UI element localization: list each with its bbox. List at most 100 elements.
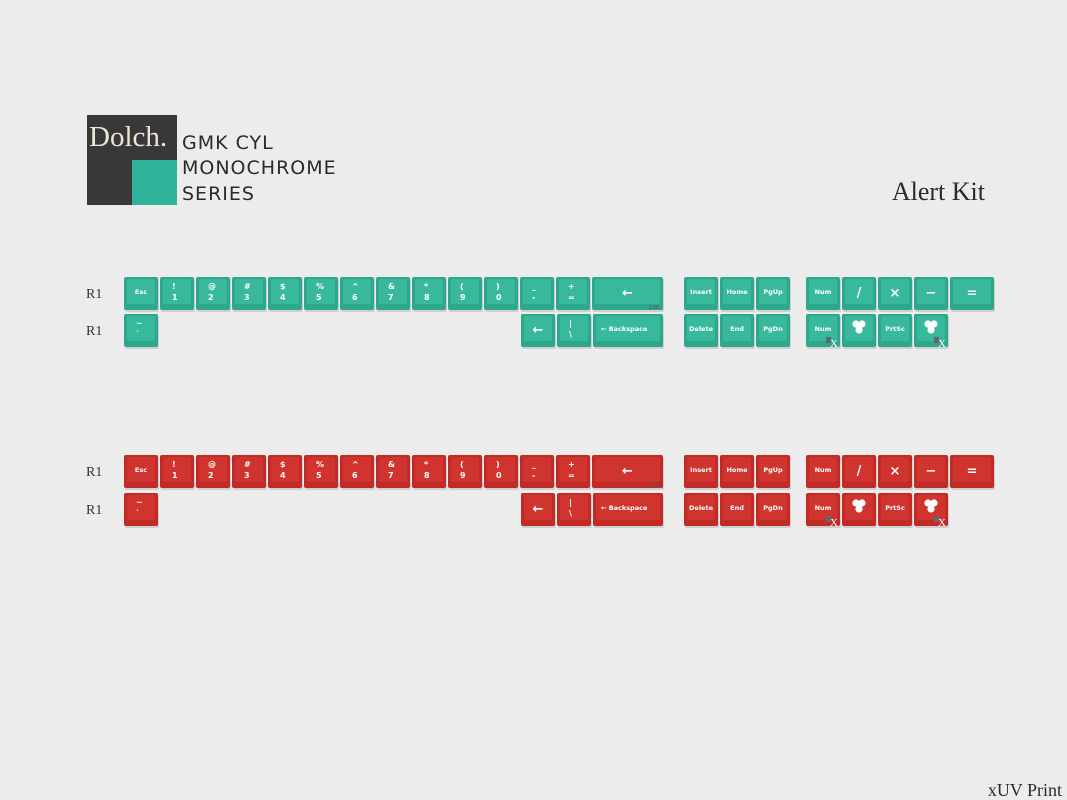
key-legend: PrtSc — [885, 325, 905, 333]
key-legend: Delete — [689, 504, 714, 512]
key-legend: Esc — [135, 288, 147, 296]
key-icon — [855, 505, 863, 513]
row-label: R1 — [86, 465, 102, 480]
keycap-top — [881, 457, 909, 482]
key-legend-bottom: ` — [136, 508, 140, 518]
keycap-top — [451, 457, 479, 482]
keycap-top — [560, 316, 588, 341]
key-legend-bottom: 8 — [424, 293, 430, 302]
key-legend: Insert — [690, 466, 712, 474]
key-icon — [855, 326, 863, 334]
keycap-top — [881, 495, 909, 520]
keycap-top — [759, 495, 787, 520]
keycap-top — [415, 457, 443, 482]
keycap-top — [596, 316, 660, 341]
key-legend: ← Backspace — [601, 325, 648, 333]
key-legend: PgDn — [763, 504, 783, 512]
keycap-top — [379, 279, 407, 304]
key-legend-top: ! — [172, 282, 176, 291]
keycap-top — [235, 279, 263, 304]
keycap-top — [343, 279, 371, 304]
key-sub: X — [830, 338, 838, 350]
key-sub: X — [938, 338, 946, 350]
key-legend: ← Backspace — [601, 504, 648, 512]
key-icon — [927, 326, 935, 334]
keycap-top — [809, 457, 837, 482]
keycap-top — [235, 457, 263, 482]
keycap-top — [523, 457, 551, 482]
keycap-top — [881, 279, 909, 304]
key-legend-bottom: - — [532, 471, 535, 480]
key-legend-bottom: 1 — [172, 293, 178, 302]
key-legend-bottom: \ — [569, 509, 572, 518]
keycap-top — [307, 457, 335, 482]
key-legend-top: ) — [496, 282, 500, 291]
key-legend: = — [967, 464, 978, 479]
key-legend-top: ( — [460, 460, 464, 469]
key-legend: End — [730, 504, 744, 512]
key-icon — [852, 499, 860, 507]
key-legend-top: ! — [172, 460, 176, 469]
keycap-top — [723, 316, 751, 341]
keycap-top — [845, 279, 873, 304]
key-legend-top: % — [316, 460, 324, 469]
sub-marker — [826, 516, 831, 522]
keycap-top — [451, 279, 479, 304]
key-legend-top: % — [316, 282, 324, 291]
key-legend-top: _ — [532, 460, 536, 469]
key-legend-bottom: 9 — [460, 471, 466, 480]
key-legend-bottom: 5 — [316, 293, 322, 302]
key-legend-bottom: 0 — [496, 471, 502, 480]
keycap-top — [379, 457, 407, 482]
keycap-top — [687, 316, 715, 341]
key-legend: Num — [815, 288, 832, 296]
key-legend: − — [926, 286, 937, 301]
keycap-top — [415, 279, 443, 304]
key-legend: Home — [726, 288, 748, 296]
keycap-top — [881, 316, 909, 341]
key-legend-bottom: 7 — [388, 293, 394, 302]
key-legend: PrtSc — [885, 504, 905, 512]
key-legend-top: @ — [208, 282, 216, 291]
key-legend-bottom: 3 — [244, 293, 250, 302]
key-legend-bottom: 2 — [208, 471, 214, 480]
keycap-top — [759, 316, 787, 341]
key-legend-bottom: ` — [136, 329, 140, 339]
brand: Dolch. — [89, 121, 167, 153]
keycap-top — [595, 457, 660, 482]
key-legend: PgUp — [763, 288, 783, 296]
series-line: SERIES — [182, 183, 255, 205]
keycap-top — [809, 279, 837, 304]
key-legend: × — [890, 286, 901, 301]
key-legend-top: ^ — [352, 282, 359, 291]
keycap-top — [127, 279, 155, 304]
key-legend: ← — [622, 286, 633, 301]
key-legend-bottom: 6 — [352, 471, 358, 480]
sub-marker — [934, 337, 939, 343]
keycap-top — [723, 457, 751, 482]
key-legend-bottom: \ — [569, 330, 572, 339]
key-sub: X — [938, 517, 946, 529]
keycap-top — [596, 495, 660, 520]
row-label: R1 — [86, 324, 102, 339]
keycap-top — [524, 316, 552, 341]
key-legend-bottom: 7 — [388, 471, 394, 480]
keycap-top — [759, 457, 787, 482]
keycap-top — [163, 279, 191, 304]
key-legend-top: + — [568, 460, 575, 469]
key-legend-top: _ — [532, 282, 536, 291]
key-legend: / — [857, 286, 862, 301]
key-icon — [858, 499, 866, 507]
key-legend-top: * — [424, 460, 429, 469]
key-legend-top: | — [569, 319, 572, 328]
key-legend-bottom: 1 — [172, 471, 178, 480]
key-legend: Num — [815, 504, 832, 512]
keycap-top — [127, 457, 155, 482]
keycap-top — [487, 457, 515, 482]
key-legend-bottom: 8 — [424, 471, 430, 480]
key-legend: ← — [533, 323, 544, 338]
row-label: R1 — [86, 503, 102, 518]
key-legend-top: ^ — [352, 460, 359, 469]
key-legend-bottom: 4 — [280, 471, 286, 480]
